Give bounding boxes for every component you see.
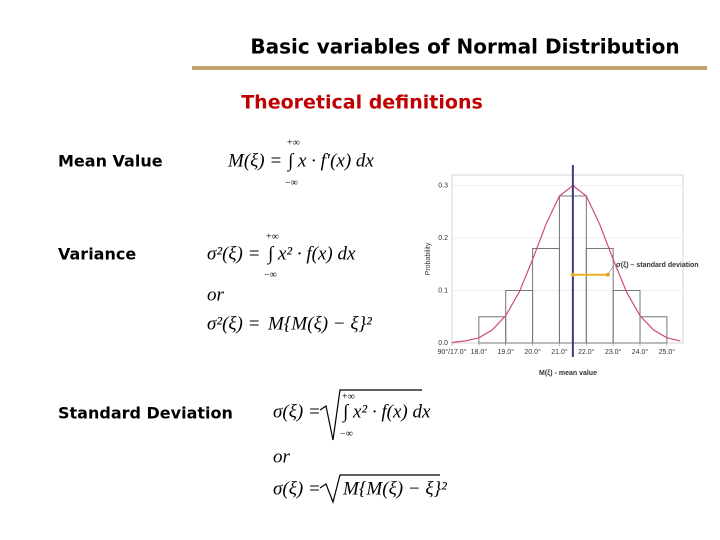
x-tick-label: 20.0° (524, 348, 541, 356)
x-tick-label: 24.0° (632, 348, 649, 356)
upper-limit: +∞ (266, 231, 279, 242)
lower-limit: −∞ (340, 428, 353, 439)
x-tick-label: 23.0° (605, 348, 622, 356)
formula-lhs: M(ξ) = (227, 150, 282, 171)
y-tick-label: 0.1 (438, 287, 448, 294)
or-word: or (207, 284, 225, 305)
formula-lhs: σ²(ξ) = (207, 313, 260, 334)
subtitle: Theoretical definitions (241, 92, 483, 114)
lower-limit: −∞ (285, 177, 298, 188)
bar (639, 316, 668, 344)
formula-lhs: σ²(ξ) = (207, 243, 260, 264)
upper-limit: +∞ (287, 137, 300, 148)
formula-rhs: M{M(ξ) − ξ}² (342, 478, 447, 499)
y-tick-label: 0.0 (438, 340, 448, 347)
formula-lhs: σ(ξ) = (273, 401, 321, 422)
radical (319, 474, 440, 504)
formula-rhs: M{M(ξ) − ξ}² (267, 313, 372, 334)
title: Basic variables of Normal Distribution (250, 35, 679, 59)
x-axis-label: M(ξ) - mean value (539, 370, 597, 377)
x-tick-label: 18.0° (471, 348, 488, 356)
formula-lhs: σ(ξ) = (273, 478, 321, 499)
plot-area (451, 174, 684, 344)
y-axis-label: Probability (425, 242, 432, 275)
x-tick-label: 21.0° (551, 348, 568, 356)
definition-label: Variance (58, 245, 136, 264)
sd-end (570, 272, 575, 277)
title-rule (192, 66, 707, 70)
or-word: or (273, 446, 291, 467)
formula-rhs: ∫ x · f′(x) dx (287, 150, 374, 172)
sd-label: σ(ξ) – standard deviation (616, 262, 699, 269)
lower-limit: −∞ (264, 269, 277, 280)
sd-leader (607, 264, 615, 275)
y-tick-label: 0.3 (438, 182, 448, 189)
normal-curve (451, 184, 681, 344)
y-tick-label: 0.2 (438, 235, 448, 242)
formula-rhs: ∫ x² · f(x) dx (267, 243, 356, 265)
x-tick-label: 25.0° (659, 348, 676, 356)
definition-label: Mean Value (58, 152, 163, 171)
upper-limit: +∞ (342, 391, 355, 402)
x-tick-label: 90°/17.0° (438, 348, 467, 356)
x-tick-label: 19.0° (498, 348, 515, 356)
formula-rhs: ∫ x² · f(x) dx (342, 401, 431, 423)
definition-label: Standard Deviation (58, 404, 233, 423)
x-tick-label: 22.0° (578, 348, 595, 356)
histogram-chart: 0.0 0.1 0.2 0.3 90°/17.0° 18.0° 19.0° 20.0° 21.0… (425, 165, 699, 377)
radical (319, 389, 422, 441)
